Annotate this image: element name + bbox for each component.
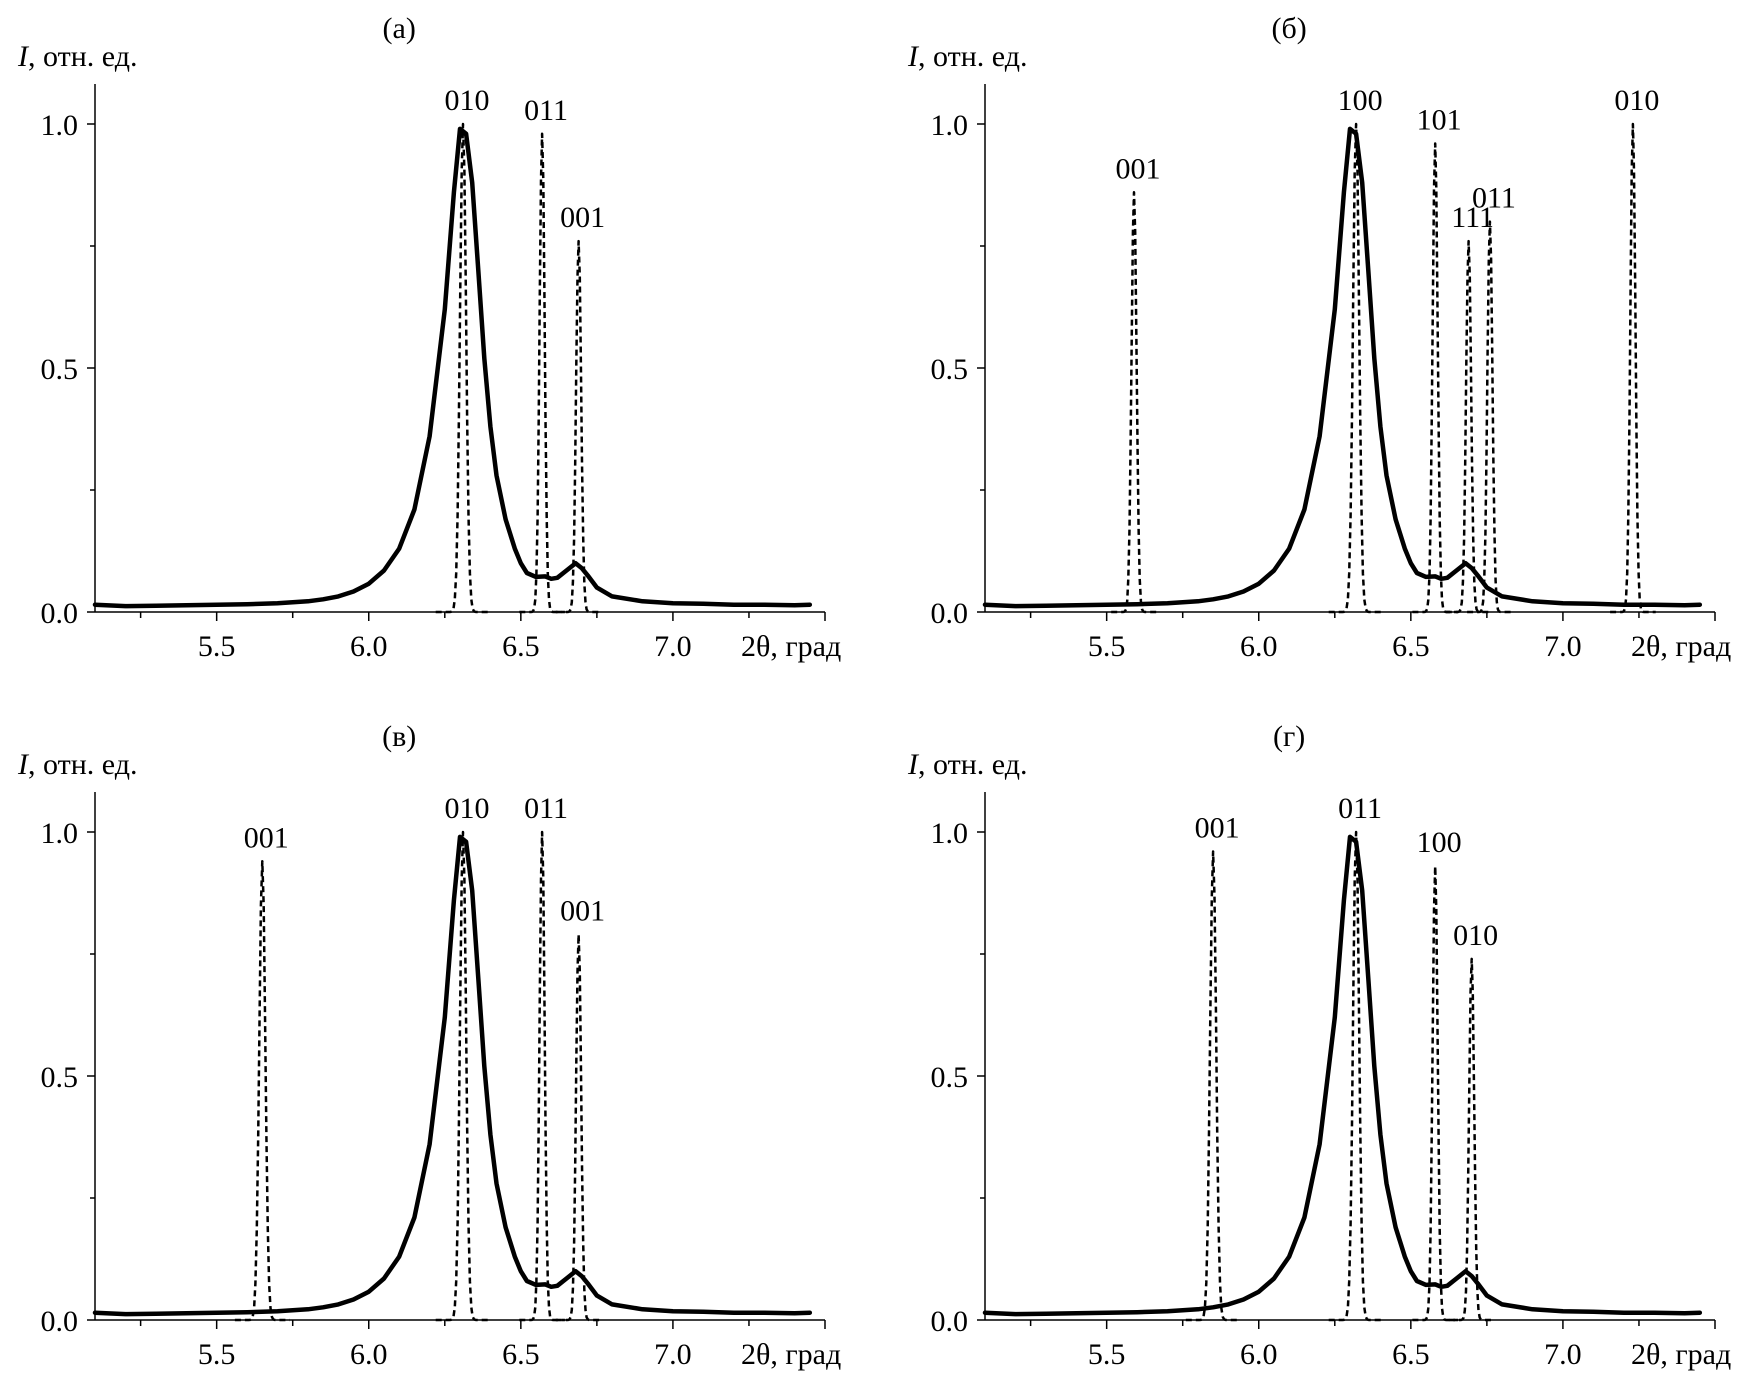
measured-pattern-line xyxy=(982,834,1703,1317)
panel-title: (г) xyxy=(1273,720,1305,753)
y-tick-label: 0.0 xyxy=(41,597,79,630)
x-tick-label: 6.5 xyxy=(502,630,540,663)
calculated-peak-011 xyxy=(1328,830,1384,1322)
x-axis-label: 2θ, град xyxy=(1631,630,1731,663)
y-tick-label: 0.0 xyxy=(931,1305,969,1338)
x-tick-label: 6.0 xyxy=(350,630,388,663)
x-tick-label: 6.0 xyxy=(1240,1338,1278,1371)
panel-title: (а) xyxy=(383,12,416,45)
y-axis-label-units: , отн. ед. xyxy=(28,40,137,73)
x-tick-label: 6.5 xyxy=(502,1338,540,1371)
y-axis-label-symbol: I xyxy=(17,748,30,781)
calculated-peak-100 xyxy=(1328,122,1384,614)
x-axis-label: 2θ, град xyxy=(1631,1338,1731,1371)
calculated-peak-101 xyxy=(1412,142,1459,614)
x-tick-label: 6.0 xyxy=(350,1338,388,1371)
calculated-peak-111 xyxy=(1445,239,1492,614)
x-tick-label: 7.0 xyxy=(654,630,692,663)
x-tick-label: 5.5 xyxy=(1088,1338,1126,1371)
x-tick-label: 7.0 xyxy=(1544,630,1582,663)
calculated-peak-001 xyxy=(555,239,602,614)
panel-a: (а) I, отн. ед. 5.5 6.0 6.5 7.0 2θ, град 0.0 0.5… xyxy=(17,12,841,663)
x-tick-label: 6.0 xyxy=(1240,630,1278,663)
x-axis-label: 2θ, град xyxy=(741,630,841,663)
measured-pattern-line xyxy=(92,834,813,1317)
y-tick-label: 1.0 xyxy=(41,817,79,850)
y-axis-label: I, отн. ед. xyxy=(907,748,1027,781)
x-tick-label: 6.5 xyxy=(1392,630,1430,663)
measured-pattern-line xyxy=(982,126,1703,609)
y-axis-label-units: , отн. ед. xyxy=(918,40,1027,73)
x-tick-label: 6.5 xyxy=(1392,1338,1430,1371)
measured-pattern-line xyxy=(92,126,813,609)
panel-g: (г) I, отн. ед. 5.5 6.0 6.5 7.0 2θ, град 0.0 0.5… xyxy=(907,720,1731,1371)
peak-label: 010 xyxy=(445,84,490,117)
calculated-peak-011 xyxy=(519,132,566,614)
y-axis-label-units: , отн. ед. xyxy=(28,748,137,781)
y-tick-label: 1.0 xyxy=(931,109,969,142)
x-tick-label: 5.5 xyxy=(198,630,236,663)
peak-label: 100 xyxy=(1417,826,1462,859)
peak-label: 111 xyxy=(1451,201,1494,234)
y-axis-label-symbol: I xyxy=(17,40,30,73)
panel-title: (в) xyxy=(382,720,416,753)
peak-label: 001 xyxy=(1195,812,1240,845)
y-tick-label: 0.5 xyxy=(931,353,969,386)
y-tick-label: 0.5 xyxy=(41,353,79,386)
panel-v: (в) I, отн. ед. 5.5 6.0 6.5 7.0 2θ, град 0.0 0.5… xyxy=(17,720,841,1371)
x-tick-label: 5.5 xyxy=(198,1338,236,1371)
peak-label: 001 xyxy=(244,821,289,854)
peak-label: 010 xyxy=(1614,84,1659,117)
peak-label: 010 xyxy=(1453,919,1498,952)
calculated-peak-010 xyxy=(435,122,491,614)
peak-label: 001 xyxy=(1116,152,1161,185)
peak-label: 011 xyxy=(524,94,568,127)
y-tick-label: 0.5 xyxy=(931,1061,969,1094)
calculated-peak-010 xyxy=(435,830,491,1322)
y-tick-label: 0.0 xyxy=(41,1305,79,1338)
x-tick-label: 7.0 xyxy=(1544,1338,1582,1371)
peak-label: 101 xyxy=(1417,104,1462,137)
calculated-peak-010 xyxy=(1609,122,1656,614)
peak-label: 011 xyxy=(524,792,568,825)
panel-b: (б) I, отн. ед. 5.5 6.0 6.5 7.0 2θ, град 0.0 0.5… xyxy=(907,12,1731,663)
calculated-peak-001 xyxy=(555,933,602,1322)
peak-label: 001 xyxy=(560,894,605,927)
y-tick-label: 1.0 xyxy=(931,817,969,850)
y-axis-label-symbol: I xyxy=(907,40,920,73)
peak-label: 011 xyxy=(1338,792,1382,825)
calculated-peak-011 xyxy=(1466,220,1513,614)
calculated-peak-010 xyxy=(1448,957,1495,1322)
calculated-peak-001 xyxy=(234,860,290,1322)
calculated-peak-100 xyxy=(1412,864,1459,1322)
y-axis-label-symbol: I xyxy=(907,748,920,781)
x-axis-label: 2θ, град xyxy=(741,1338,841,1371)
y-tick-label: 1.0 xyxy=(41,109,79,142)
y-axis-label: I, отн. ед. xyxy=(17,748,137,781)
x-tick-label: 7.0 xyxy=(654,1338,692,1371)
peak-label: 001 xyxy=(560,201,605,234)
calculated-peak-001 xyxy=(1111,191,1157,614)
y-axis-label: I, отн. ед. xyxy=(907,40,1027,73)
y-tick-label: 0.0 xyxy=(931,597,969,630)
calculated-peak-001 xyxy=(1185,850,1241,1322)
y-tick-label: 0.5 xyxy=(41,1061,79,1094)
y-axis-label: I, отн. ед. xyxy=(17,40,137,73)
peak-label: 011 xyxy=(1472,182,1516,215)
calculated-peak-011 xyxy=(519,830,566,1322)
peak-label: 010 xyxy=(445,792,490,825)
x-tick-label: 5.5 xyxy=(1088,630,1126,663)
panel-title: (б) xyxy=(1272,12,1307,45)
peak-label: 100 xyxy=(1338,84,1383,117)
y-axis-label-units: , отн. ед. xyxy=(918,748,1027,781)
